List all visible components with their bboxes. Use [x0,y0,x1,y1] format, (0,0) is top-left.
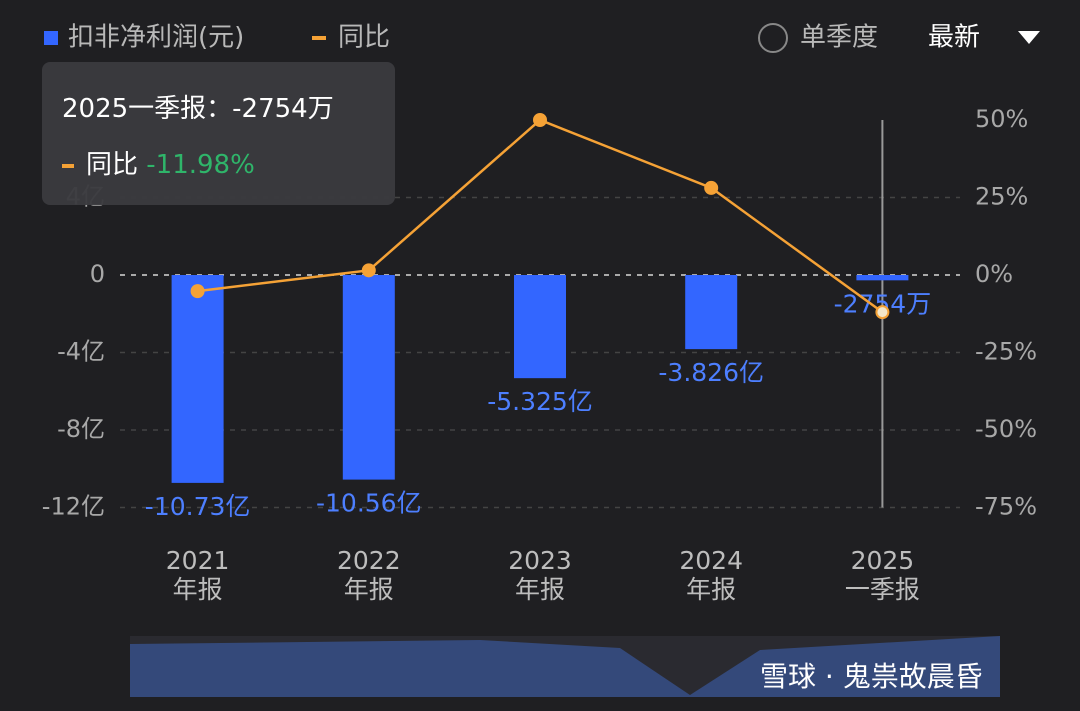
x-tick-label: 2025 一季报 [844,546,920,604]
tooltip-category: 2025一季报： [62,94,233,124]
tooltip-swatch [62,163,74,168]
x-tick-label: 2024 年报 [679,546,743,604]
bar [685,275,738,350]
navigator-area [130,636,1000,697]
bar [514,275,566,379]
x-tick-label: 2023 年报 [508,546,572,604]
legend-label[interactable]: 扣非净利润(元) [68,23,244,53]
radio-label[interactable]: 单季度 [800,23,878,53]
tooltip-value: -2754万 [232,94,334,124]
point [704,180,719,195]
value-label: -5.325亿 [487,387,593,416]
bar [171,275,224,483]
x-tick-label: 2021 年报 [165,546,230,604]
bar [342,275,395,480]
y2-tick-label: -50% [975,415,1037,443]
value-label: -3.826亿 [658,358,764,387]
y2-tick-label: 0% [975,260,1013,288]
y2-tick-label: 25% [975,183,1028,211]
x-tick-label: 2022 年报 [336,546,401,604]
y-tick-label: 0 [90,260,105,288]
y-tick-label: -8亿 [57,415,105,443]
legend-swatch [312,36,326,40]
legend-label[interactable]: 同比 [338,23,390,53]
tooltip-series-value: -11.98% [146,150,255,180]
value-label: -10.56亿 [316,489,422,518]
point [533,113,547,127]
bar [856,275,909,281]
y-tick-label: -12亿 [42,493,105,521]
tooltip-title: 2025一季报：-2754万 [62,88,334,125]
y2-tick-label: 50% [975,105,1028,133]
dropdown-label[interactable]: 最新 [928,23,980,53]
point [875,305,890,320]
tooltip-series: 同比 [86,150,139,180]
value-label: -10.73亿 [145,492,251,521]
y2-tick-label: -75% [975,493,1037,521]
tooltip: 2025一季报：-2754万 同比 -11.98% [42,62,395,205]
tooltip-row: 同比 -11.98% [62,144,255,181]
radio[interactable] [758,23,788,53]
watermark: 雪球 · 鬼祟故晨昏 [760,660,983,693]
point [361,263,376,278]
y2-tick-label: -25% [975,338,1037,366]
dropdown-arrow[interactable] [1018,31,1040,44]
y-tick-label: -4亿 [57,338,105,366]
legend-swatch [44,31,58,45]
point [190,284,205,299]
